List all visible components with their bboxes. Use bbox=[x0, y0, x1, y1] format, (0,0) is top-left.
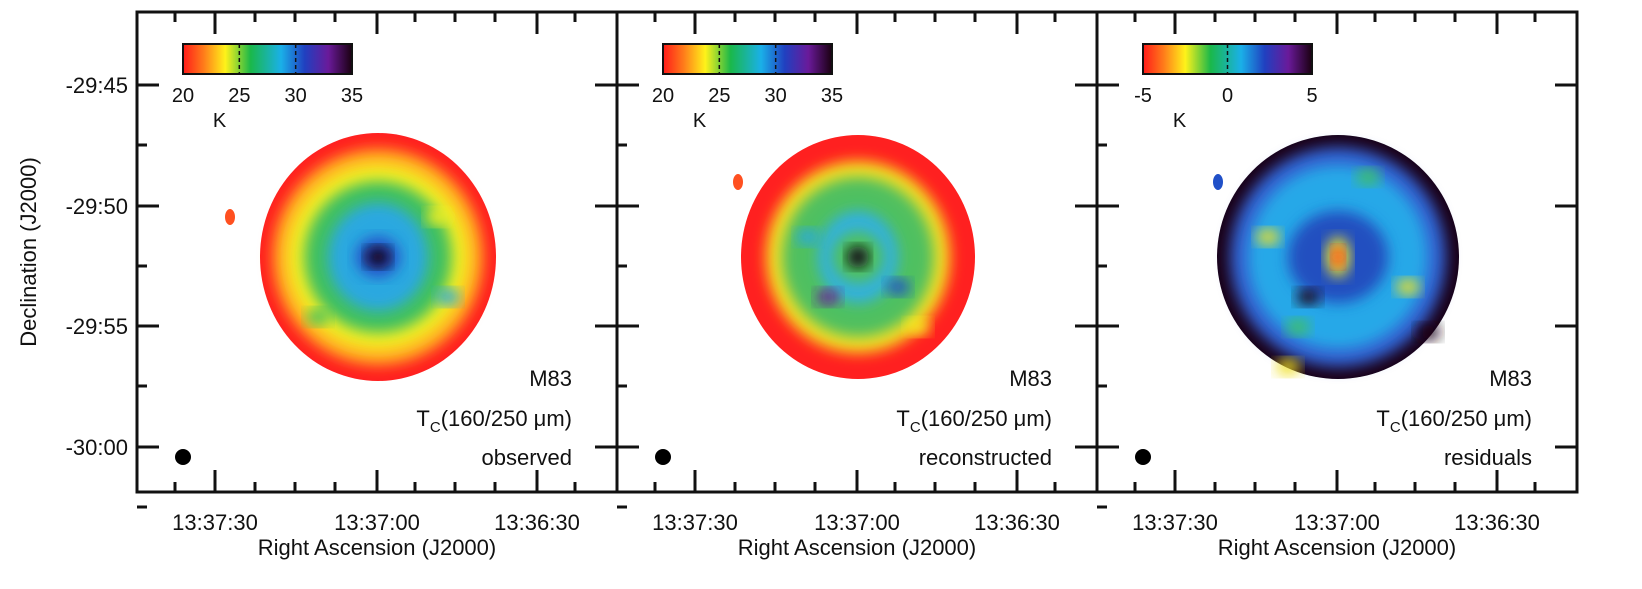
colorbar-tick-label: -5 bbox=[1134, 85, 1152, 107]
x-tick-label: 13:37:30 bbox=[652, 510, 738, 535]
map-image bbox=[1213, 135, 1459, 379]
colorbar-tick-label: 0 bbox=[1222, 85, 1233, 107]
object-label: M83 bbox=[1489, 366, 1532, 391]
map-region bbox=[1332, 247, 1344, 267]
colorbar-tick-label: 20 bbox=[172, 85, 194, 107]
x-tick-label: 13:37:30 bbox=[1132, 510, 1218, 535]
map-region bbox=[1276, 359, 1300, 375]
colorbar-tick-label: 5 bbox=[1306, 85, 1317, 107]
map-region bbox=[1416, 324, 1440, 340]
colorbar-tick-label: 35 bbox=[821, 85, 843, 107]
quantity-symbol: T bbox=[1376, 406, 1389, 431]
x-tick-label: 13:36:30 bbox=[974, 510, 1060, 535]
quantity-band: (160/250 μm) bbox=[441, 406, 572, 431]
quantity-subscript: C bbox=[430, 419, 441, 436]
y-axis-title: Declination (J2000) bbox=[16, 157, 41, 347]
object-label: M83 bbox=[1009, 366, 1052, 391]
map-image bbox=[225, 133, 496, 381]
x-tick-label: 13:36:30 bbox=[494, 510, 580, 535]
colorbar-tick-label: 30 bbox=[765, 85, 787, 107]
colorbar bbox=[662, 43, 833, 75]
map-region bbox=[366, 247, 390, 267]
x-axis-title: Right Ascension (J2000) bbox=[738, 535, 976, 560]
colorbar bbox=[182, 43, 353, 75]
object-label: M83 bbox=[529, 366, 572, 391]
y-tick-label: -30:00 bbox=[66, 435, 128, 460]
x-tick-label: 13:37:30 bbox=[172, 510, 258, 535]
x-axis-title: Right Ascension (J2000) bbox=[258, 535, 496, 560]
map-region bbox=[796, 229, 820, 245]
map-region bbox=[886, 279, 910, 295]
y-tick-label: -29:55 bbox=[66, 314, 128, 339]
quantity-subscript: C bbox=[910, 419, 921, 436]
beam bbox=[175, 449, 191, 465]
map-region bbox=[1286, 319, 1310, 335]
map-region bbox=[225, 209, 235, 225]
map-region bbox=[1396, 279, 1420, 295]
map-region bbox=[733, 174, 743, 190]
quantity-subscript: C bbox=[1390, 419, 1401, 436]
map-region bbox=[847, 246, 869, 268]
quantity-band: (160/250 μm) bbox=[921, 406, 1052, 431]
quantity-symbol: T bbox=[416, 406, 429, 431]
colorbar-unit: K bbox=[693, 110, 707, 132]
panel-label: reconstructed bbox=[919, 445, 1052, 470]
colorbar-tick-label: 25 bbox=[228, 85, 250, 107]
map-region bbox=[1296, 289, 1320, 305]
colorbar-tick-label: 20 bbox=[652, 85, 674, 107]
colorbar-unit: K bbox=[213, 110, 227, 132]
y-tick-label: -29:50 bbox=[66, 194, 128, 219]
map-region bbox=[1213, 174, 1223, 190]
quantity-label: TC(160/250 μm) bbox=[896, 406, 1052, 436]
map-region bbox=[1256, 229, 1280, 245]
panel-label: residuals bbox=[1444, 445, 1532, 470]
map-region bbox=[906, 319, 930, 335]
map-region bbox=[1356, 169, 1380, 185]
quantity-label: TC(160/250 μm) bbox=[1376, 406, 1532, 436]
beam bbox=[655, 449, 671, 465]
quantity-symbol: T bbox=[896, 406, 909, 431]
colorbar-tick-label: 35 bbox=[341, 85, 363, 107]
x-tick-label: 13:37:00 bbox=[814, 510, 900, 535]
colorbar-tick-label: 25 bbox=[708, 85, 730, 107]
beam bbox=[1135, 449, 1151, 465]
panel-label: observed bbox=[481, 445, 572, 470]
map-image bbox=[733, 135, 975, 379]
map-region bbox=[306, 309, 330, 325]
x-tick-label: 13:36:30 bbox=[1454, 510, 1540, 535]
quantity-label: TC(160/250 μm) bbox=[416, 406, 572, 436]
y-tick-label: -29:45 bbox=[66, 73, 128, 98]
colorbar-unit: K bbox=[1173, 110, 1187, 132]
x-tick-label: 13:37:00 bbox=[1294, 510, 1380, 535]
map-region bbox=[436, 289, 460, 305]
map-region bbox=[816, 289, 840, 305]
quantity-band: (160/250 μm) bbox=[1401, 406, 1532, 431]
colorbar-tick-label: 30 bbox=[285, 85, 307, 107]
map-region bbox=[426, 209, 450, 225]
x-axis-title: Right Ascension (J2000) bbox=[1218, 535, 1456, 560]
x-tick-label: 13:37:00 bbox=[334, 510, 420, 535]
